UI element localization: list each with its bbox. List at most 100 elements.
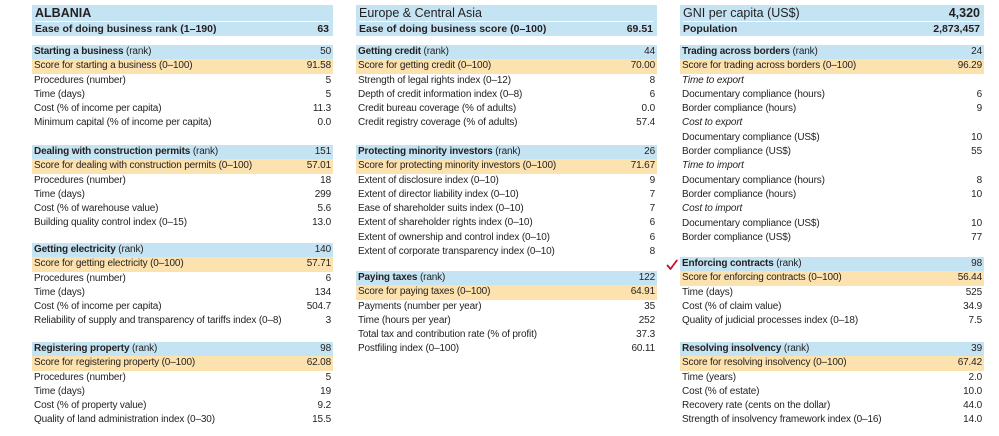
indicator-row: Time (days) 5 xyxy=(32,88,333,102)
score-label: Score for starting a business (0–100) xyxy=(34,60,193,72)
indicator-value: 252 xyxy=(638,314,655,326)
rank-label: (rank) xyxy=(419,272,446,283)
indicator-value: 19 xyxy=(320,385,331,397)
indicator-label: Extent of ownership and control index (0… xyxy=(358,231,550,243)
score-value: 91.58 xyxy=(306,60,331,72)
section-paying-taxes: Paying taxes (rank) 122 Score for paying … xyxy=(356,271,657,357)
region-name: Europe & Central Asia xyxy=(359,6,482,20)
indicator-value: 10.0 xyxy=(963,385,982,397)
indicator-value: 299 xyxy=(314,188,331,200)
indicator-value: 2.0 xyxy=(968,371,983,383)
population-value: 2,873,457 xyxy=(933,23,980,35)
indicator-label: Time (days) xyxy=(682,286,733,298)
header-country-block: ALBANIA Ease of doing business rank (1–1… xyxy=(32,5,333,36)
rank-value: 44 xyxy=(644,46,655,57)
indicator-label: Procedures (number) xyxy=(34,371,126,383)
rank-value: 140 xyxy=(314,244,331,255)
indicator-value: 9 xyxy=(649,174,656,186)
section-header: Dealing with construction permits (rank)… xyxy=(32,145,333,160)
indicator-value: 8 xyxy=(649,246,656,258)
indicator-label: Cost (% of estate) xyxy=(682,385,760,397)
indicator-value: 6 xyxy=(649,231,656,243)
indicator-label: Border compliance (US$) xyxy=(682,146,791,158)
indicator-row: Ease of shareholder suits index (0–10) 7 xyxy=(356,202,657,216)
rank-value: 24 xyxy=(971,46,982,57)
subheading-row: Time to import xyxy=(680,159,984,173)
indicator-label: Quality of judicial processes index (0–1… xyxy=(682,315,859,327)
score-row: Score for getting electricity (0–100) 57.… xyxy=(32,257,333,272)
indicator-row: Cost (% of income per capita) 11.3 xyxy=(32,102,333,116)
indicator-row: Quality of land administration index (0–… xyxy=(32,413,333,427)
indicator-label: Ease of shareholder suits index (0–10) xyxy=(358,203,524,215)
score-value: 62.08 xyxy=(306,357,331,369)
indicator-label: Cost (% of income per capita) xyxy=(34,103,162,115)
section-header: Paying taxes (rank) 122 xyxy=(356,271,657,286)
rank-label: (rank) xyxy=(792,46,818,57)
score-value: 64.91 xyxy=(630,286,655,298)
indicator-label: Recovery rate (cents on the dollar) xyxy=(682,400,831,412)
population-label: Population xyxy=(683,23,738,35)
ease-rank-label: Ease of doing business rank (1–190) xyxy=(35,23,217,35)
indicator-row: Building quality control index (0–15) 13.… xyxy=(32,216,333,230)
rank-label: (rank) xyxy=(192,146,219,157)
indicator-value: 0.0 xyxy=(641,103,656,115)
subheading-label: Time to import xyxy=(682,160,744,172)
section-getting-credit: Getting credit (rank) 44 Score for gettin… xyxy=(356,45,657,131)
indicator-value: 6 xyxy=(649,88,656,100)
indicator-value: 8 xyxy=(976,174,983,186)
rank-value: 26 xyxy=(644,146,655,157)
section-protecting-minority-investors: Protecting minority investors (rank) 26 S… xyxy=(356,145,657,259)
indicator-row: Documentary compliance (US$) 10 xyxy=(680,217,984,231)
indicator-value: 18 xyxy=(320,174,331,186)
score-row: Score for resolving insolvency (0–100) 67… xyxy=(680,356,984,371)
checkmark-icon xyxy=(666,259,678,270)
score-value: 67.42 xyxy=(957,357,982,369)
indicator-value: 9.2 xyxy=(317,400,332,412)
indicator-row: Recovery rate (cents on the dollar) 44.0 xyxy=(680,399,984,413)
indicator-label: Credit bureau coverage (% of adults) xyxy=(358,103,517,115)
indicator-row: Border compliance (US$) 55 xyxy=(680,145,984,159)
indicator-value: 15.5 xyxy=(312,414,331,426)
section-header: Getting electricity (rank) 140 xyxy=(32,243,333,258)
section-title: Getting electricity xyxy=(34,244,116,255)
indicator-value: 37.3 xyxy=(636,329,655,341)
indicator-row: Extent of ownership and control index (0… xyxy=(356,231,657,245)
indicator-row: Cost (% of warehouse value) 5.6 xyxy=(32,202,333,216)
ease-score-row: Ease of doing business score (0–100) 69.… xyxy=(359,21,653,37)
score-label: Score for protecting minority investors … xyxy=(358,160,557,172)
indicator-row: Extent of director liability index (0–10… xyxy=(356,188,657,202)
indicator-label: Strength of insolvency framework index (… xyxy=(682,414,882,426)
indicator-value: 57.4 xyxy=(636,117,655,129)
score-value: 56.44 xyxy=(957,272,982,284)
indicator-row: Time (days) 19 xyxy=(32,385,333,399)
rank-label: (rank) xyxy=(495,146,521,157)
score-label: Score for dealing with construction perm… xyxy=(34,160,253,172)
indicator-row: Minimum capital (% of income per capita)… xyxy=(32,116,333,130)
score-value: 71.67 xyxy=(630,160,655,172)
section-resolving-insolvency: Resolving insolvency (rank) 39 Score for … xyxy=(680,342,984,428)
score-label: Score for enforcing contracts (0–100) xyxy=(682,272,842,284)
header-gni-block: GNI per capita (US$) 4,320 Population 2,… xyxy=(680,5,984,36)
indicator-value: 7 xyxy=(649,188,656,200)
indicator-value: 7.5 xyxy=(968,315,983,327)
section-enforcing-contracts: Enforcing contracts (rank) 98 Score for e… xyxy=(680,257,984,328)
subheading-label: Cost to import xyxy=(682,203,743,215)
rank-value: 98 xyxy=(320,343,331,354)
indicator-label: Quality of land administration index (0–… xyxy=(34,414,215,426)
indicator-label: Cost (% of claim value) xyxy=(682,300,782,312)
indicator-row: Extent of disclosure index (0–10) 9 xyxy=(356,174,657,188)
gni-label: GNI per capita (US$) xyxy=(683,6,800,20)
indicator-row: Procedures (number) 5 xyxy=(32,371,333,385)
section-dealing-with-construction-permits: Dealing with construction permits (rank)… xyxy=(32,145,333,231)
indicator-label: Depth of credit information index (0–8) xyxy=(358,88,523,100)
indicator-row: Documentary compliance (hours) 8 xyxy=(680,174,984,188)
indicator-row: Time (hours per year) 252 xyxy=(356,314,657,328)
indicator-value: 9 xyxy=(976,103,983,115)
indicator-value: 34.9 xyxy=(963,300,982,312)
score-value: 70.00 xyxy=(630,60,655,72)
indicator-row: Procedures (number) 18 xyxy=(32,174,333,188)
indicator-row: Postfiling index (0–100) 60.11 xyxy=(356,342,657,356)
indicator-row: Border compliance (hours) 10 xyxy=(680,188,984,202)
indicator-row: Extent of corporate transparency index (… xyxy=(356,245,657,259)
rank-value: 151 xyxy=(314,146,331,157)
